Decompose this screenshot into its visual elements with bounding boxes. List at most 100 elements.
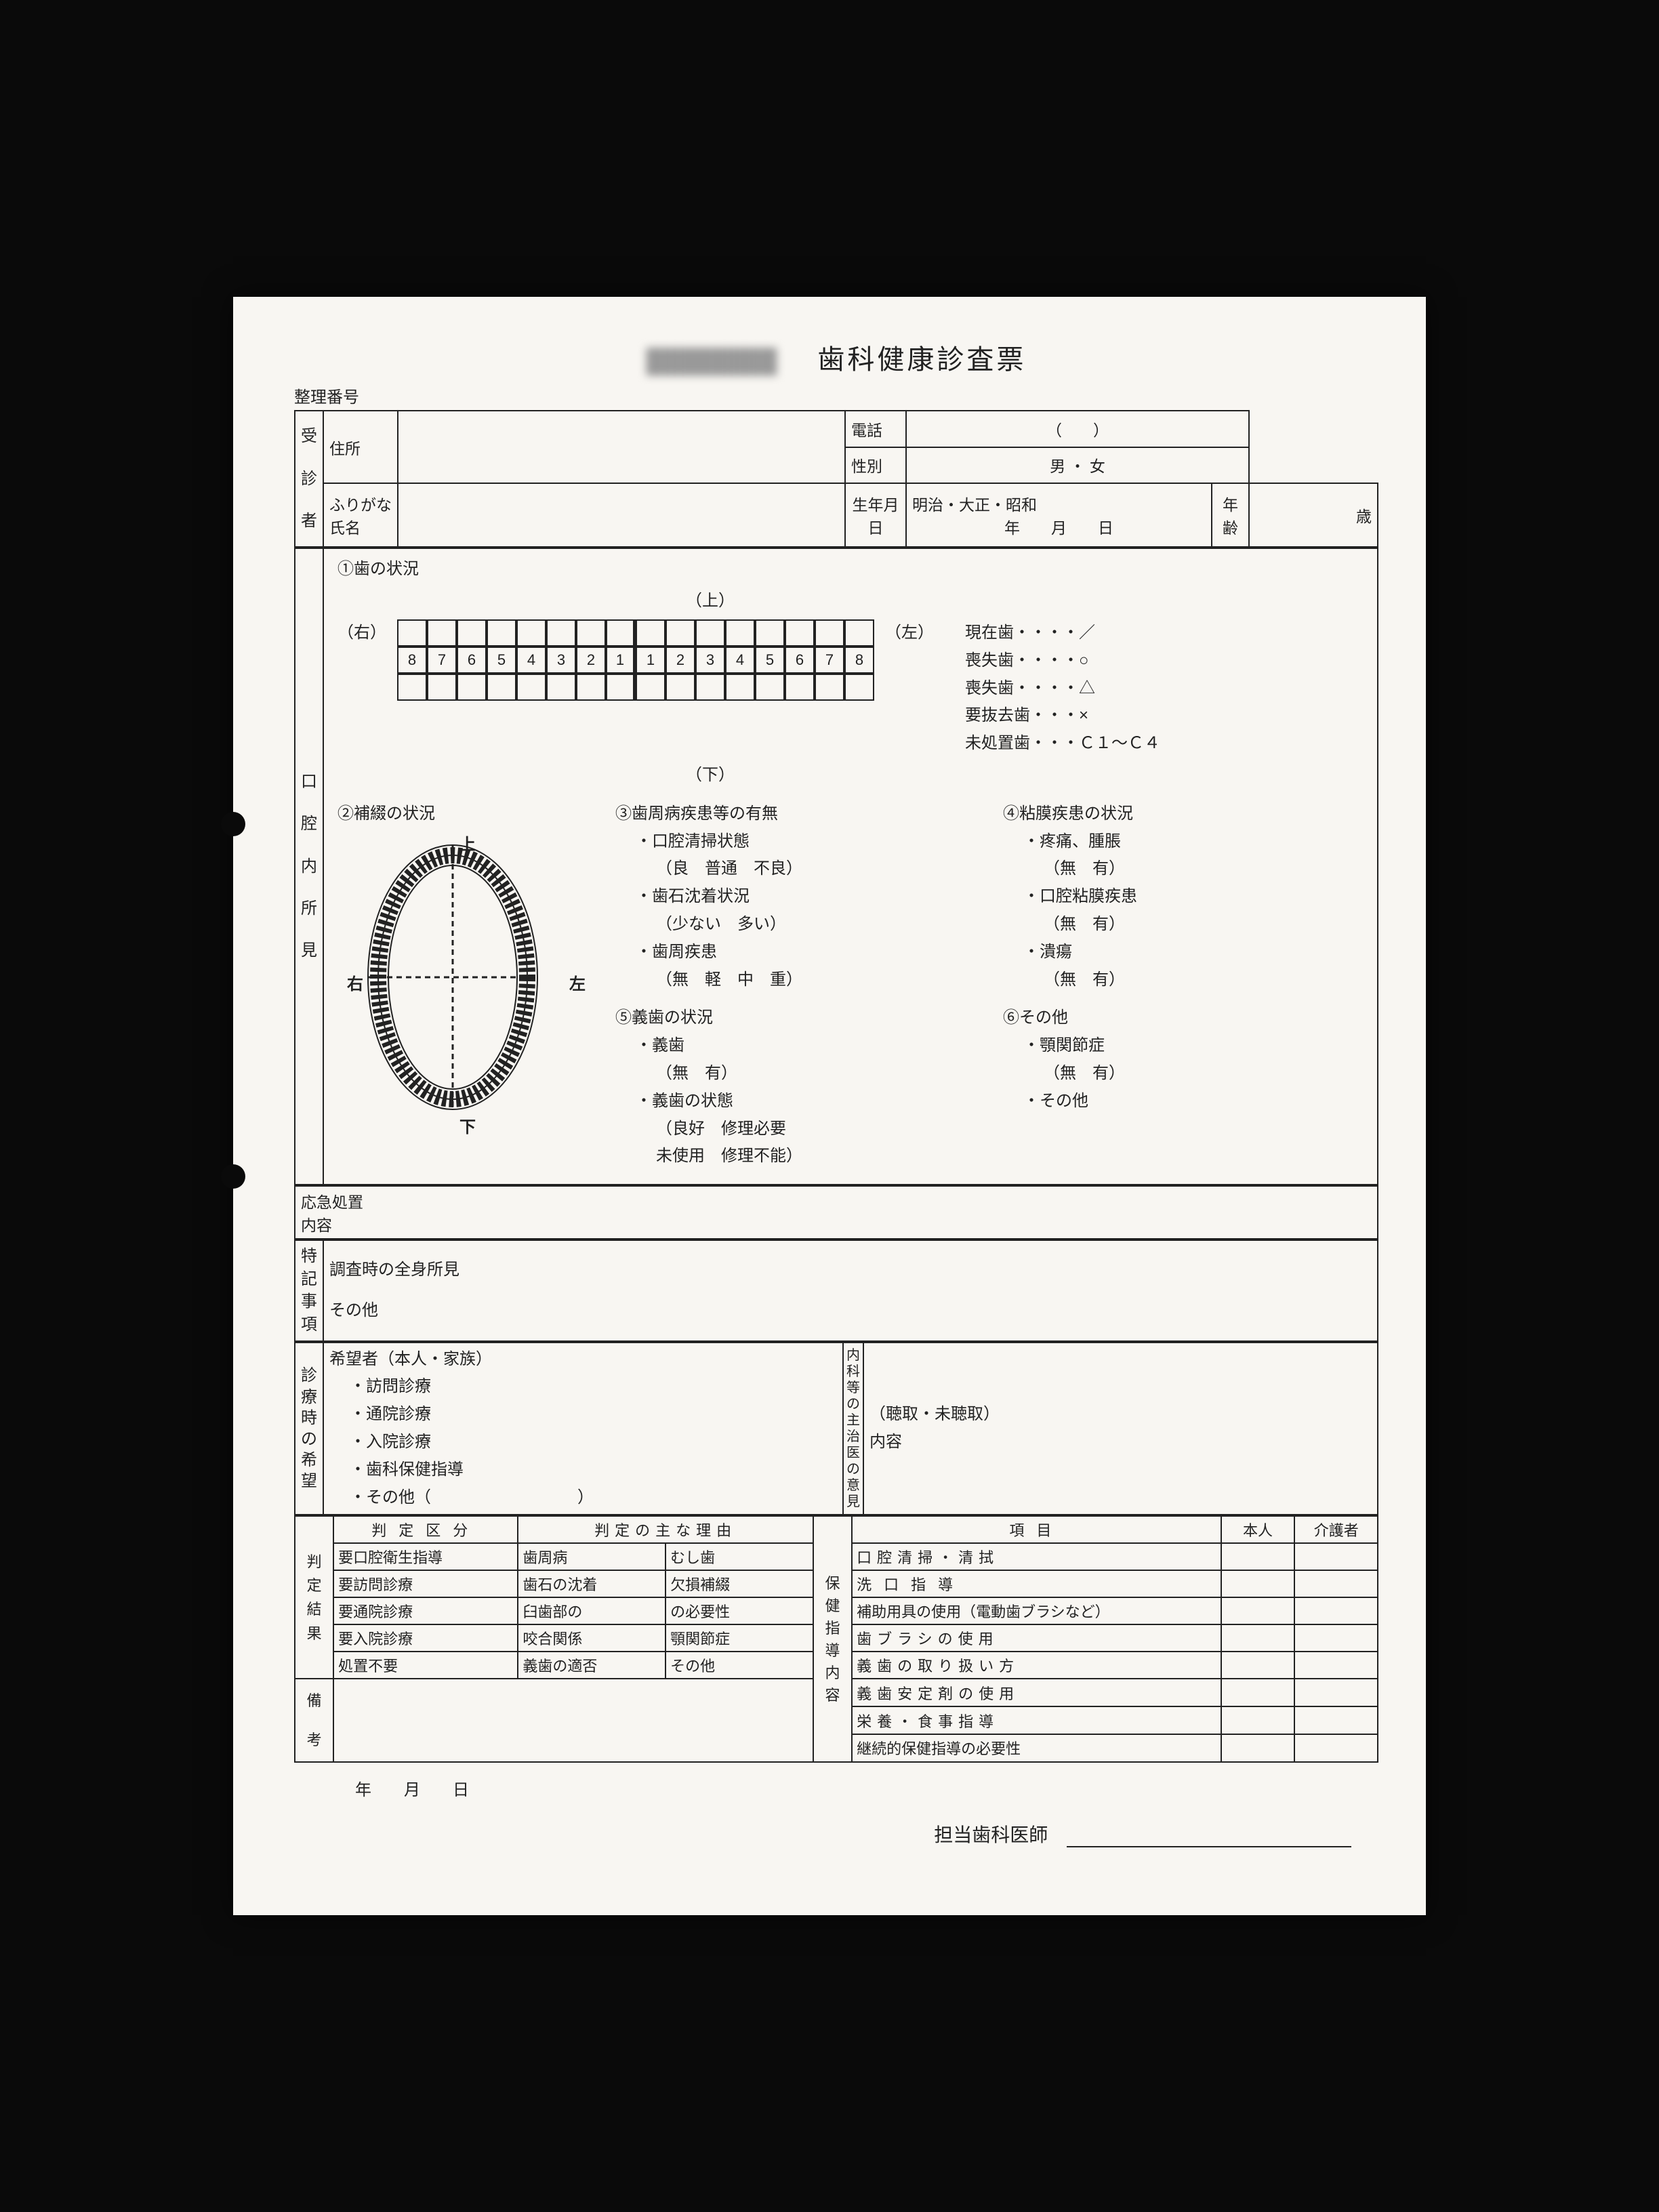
tooth-cell[interactable] xyxy=(546,619,576,647)
tooth-cell[interactable] xyxy=(546,674,576,701)
guidance-item-header: 項目 xyxy=(852,1516,1221,1543)
guide-5-self[interactable] xyxy=(1221,1679,1295,1706)
phone-field[interactable]: （ ） xyxy=(906,411,1249,447)
guide-3-carer[interactable] xyxy=(1294,1624,1378,1652)
tooth-cell[interactable] xyxy=(815,619,844,647)
tooth-cell[interactable] xyxy=(815,674,844,701)
guide-4-self[interactable] xyxy=(1221,1652,1295,1679)
judge-b2[interactable]: 臼歯部の xyxy=(518,1597,665,1624)
s4a-opts[interactable]: （無 有） xyxy=(1003,855,1364,883)
s3a-opts[interactable]: （良 普通 不良） xyxy=(615,855,976,883)
tooth-cell[interactable] xyxy=(427,674,457,701)
name-field[interactable] xyxy=(398,483,845,548)
tooth-cell[interactable] xyxy=(576,674,606,701)
s6a-opts[interactable]: （無 有） xyxy=(1003,1060,1364,1088)
judge-a1[interactable]: 要訪問診療 xyxy=(333,1570,518,1597)
tooth-cell[interactable] xyxy=(636,619,665,647)
emergency-field[interactable] xyxy=(376,1186,1378,1239)
judge-b0[interactable]: 歯周病 xyxy=(518,1543,665,1570)
judge-a0[interactable]: 要口腔衛生指導 xyxy=(333,1543,518,1570)
notes-field[interactable]: 調査時の全身所見 その他 xyxy=(323,1240,1378,1340)
judgement-section-label: 判定結果 xyxy=(295,1516,333,1679)
tooth-cell[interactable] xyxy=(427,619,457,647)
tooth-cell[interactable] xyxy=(785,619,815,647)
guide-1-carer[interactable] xyxy=(1294,1570,1378,1597)
wishes-field[interactable]: 希望者（本人・家族） ・訪問診療 ・通院診療 ・入院診療 ・歯科保健指導 ・その… xyxy=(323,1343,843,1515)
judge-a3[interactable]: 要入院診療 xyxy=(333,1624,518,1652)
guide-6-carer[interactable] xyxy=(1294,1706,1378,1734)
tooth-cell[interactable] xyxy=(606,619,636,647)
tooth-cell[interactable] xyxy=(785,674,815,701)
remarks-label: 備考 xyxy=(295,1679,333,1761)
guide-0-carer[interactable] xyxy=(1294,1543,1378,1570)
judge-b4[interactable]: 義歯の適否 xyxy=(518,1652,665,1679)
judge-b1[interactable]: 歯石の沈着 xyxy=(518,1570,665,1597)
guide-2-carer[interactable] xyxy=(1294,1597,1378,1624)
tooth-cell[interactable] xyxy=(516,619,546,647)
tooth-cell[interactable] xyxy=(487,674,516,701)
tooth-cell[interactable] xyxy=(755,619,785,647)
gender-field[interactable]: 男 ・ 女 xyxy=(906,447,1249,483)
s1-title: ①歯の状況 xyxy=(337,556,1364,583)
tooth-cell[interactable] xyxy=(516,674,546,701)
tooth-cell[interactable] xyxy=(665,674,695,701)
physician-field[interactable]: （聴取・未聴取） 内容 xyxy=(863,1343,1378,1515)
tooth-cell[interactable] xyxy=(487,619,516,647)
s5a-opts[interactable]: （無 有） xyxy=(615,1060,976,1088)
tooth-cell[interactable] xyxy=(695,674,725,701)
tooth-cell[interactable] xyxy=(636,674,665,701)
patient-info-table: 受診者 住所 電話 （ ） 性別 男 ・ 女 ふりがな 氏名 生年月日 明治・大… xyxy=(294,410,1378,548)
judge-c2[interactable]: の必要性 xyxy=(665,1597,813,1624)
tooth-cell[interactable] xyxy=(457,619,487,647)
tooth-cell[interactable] xyxy=(606,674,636,701)
tooth-cell[interactable] xyxy=(755,674,785,701)
guide-6-self[interactable] xyxy=(1221,1706,1295,1734)
guide-7-self[interactable] xyxy=(1221,1734,1295,1762)
heard-opts[interactable]: （聴取・未聴取） xyxy=(869,1401,1372,1429)
s3c-opts[interactable]: （無 軽 中 重） xyxy=(615,966,976,994)
wish-opt5[interactable]: ・その他（ ） xyxy=(329,1484,837,1512)
guide-3-self[interactable] xyxy=(1221,1624,1295,1652)
judge-c1[interactable]: 欠損補綴 xyxy=(665,1570,813,1597)
remarks-field[interactable] xyxy=(333,1679,813,1761)
s3b-opts[interactable]: （少ない 多い） xyxy=(615,911,976,939)
dob-field[interactable]: 明治・大正・昭和 年 月 日 xyxy=(906,483,1212,548)
guide-7-carer[interactable] xyxy=(1294,1734,1378,1762)
address-field[interactable] xyxy=(398,411,845,483)
form-date[interactable]: 年 月 日 xyxy=(355,1776,1378,1800)
guide-1-self[interactable] xyxy=(1221,1570,1295,1597)
tooth-cell[interactable] xyxy=(576,619,606,647)
s4c-opts[interactable]: （無 有） xyxy=(1003,966,1364,994)
age-field[interactable]: 歳 xyxy=(1249,483,1378,548)
wish-opt3[interactable]: ・入院診療 xyxy=(329,1429,837,1456)
guide-0-self[interactable] xyxy=(1221,1543,1295,1570)
signature-field[interactable] xyxy=(1067,1846,1351,1847)
tooth-cell[interactable] xyxy=(397,619,427,647)
tooth-cell[interactable] xyxy=(725,619,755,647)
guide-4-carer[interactable] xyxy=(1294,1652,1378,1679)
s5b-opts1[interactable]: （良好 修理必要 xyxy=(615,1115,976,1143)
wish-opt2[interactable]: ・通院診療 xyxy=(329,1401,837,1429)
judge-b3[interactable]: 咬合関係 xyxy=(518,1624,665,1652)
tooth-cell[interactable] xyxy=(397,674,427,701)
judge-a4[interactable]: 処置不要 xyxy=(333,1652,518,1679)
judge-a2[interactable]: 要通院診療 xyxy=(333,1597,518,1624)
s5b-label: ・義歯の状態 xyxy=(615,1088,976,1115)
tooth-cell[interactable] xyxy=(844,674,874,701)
tooth-cell[interactable] xyxy=(457,674,487,701)
age-label: 年齢 xyxy=(1212,483,1249,548)
tooth-cell[interactable] xyxy=(665,619,695,647)
guide-2-self[interactable] xyxy=(1221,1597,1295,1624)
judge-c0[interactable]: むし歯 xyxy=(665,1543,813,1570)
wish-opt1[interactable]: ・訪問診療 xyxy=(329,1373,837,1401)
judge-c3[interactable]: 顎関節症 xyxy=(665,1624,813,1652)
oral-section-label: 口腔内所見 xyxy=(295,548,323,1185)
wish-opt4[interactable]: ・歯科保健指導 xyxy=(329,1456,837,1484)
tooth-cell[interactable] xyxy=(725,674,755,701)
s4b-opts[interactable]: （無 有） xyxy=(1003,911,1364,939)
guide-5-carer[interactable] xyxy=(1294,1679,1378,1706)
tooth-cell[interactable] xyxy=(695,619,725,647)
judge-c4[interactable]: その他 xyxy=(665,1652,813,1679)
s5b-opts2[interactable]: 未使用 修理不能） xyxy=(615,1143,976,1170)
tooth-cell[interactable] xyxy=(844,619,874,647)
